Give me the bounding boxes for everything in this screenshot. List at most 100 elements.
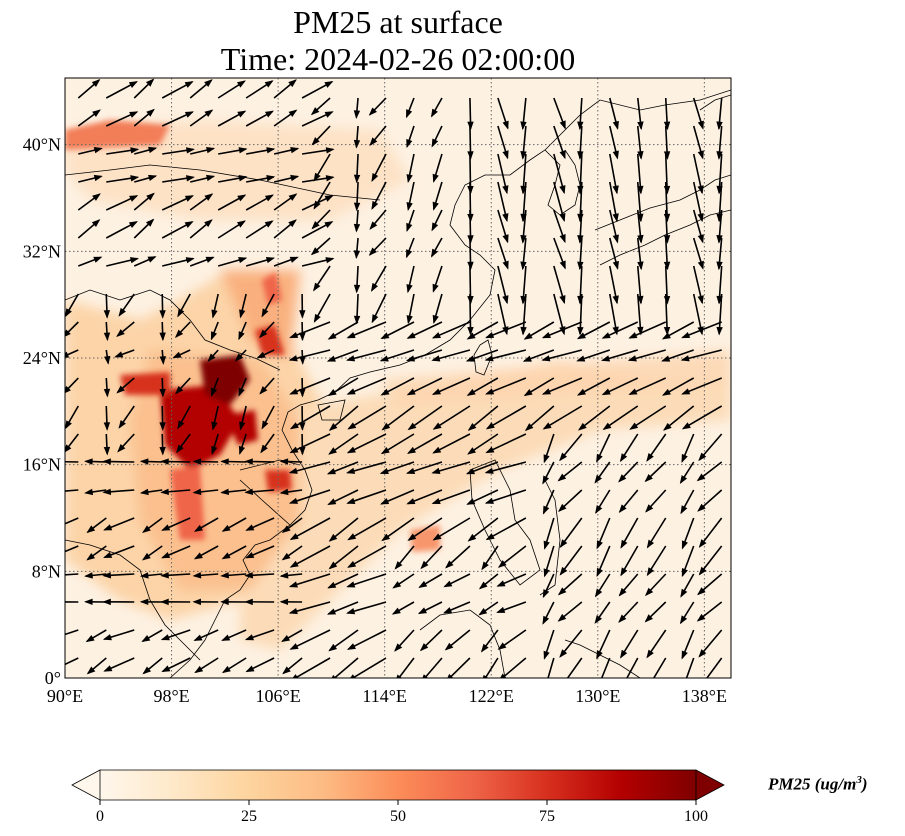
wind-arrow-shaft (547, 657, 555, 678)
wind-arrow-head (502, 150, 509, 160)
wind-arrow-head (86, 552, 96, 561)
wind-arrow-head (160, 598, 169, 606)
wind-arrow-head (406, 498, 416, 505)
wind-arrow-head (313, 172, 321, 182)
wind-arrow-head (369, 137, 378, 147)
wind-arrow-head (49, 634, 58, 640)
wind-arrow-head (102, 458, 111, 465)
wind-arrow-head (371, 314, 379, 324)
wind-arrow-head (159, 356, 166, 365)
lon-tick-label: 98°E (153, 686, 189, 706)
wind-arrow-head (239, 309, 246, 319)
wind-arrow-head (431, 138, 439, 148)
wind-arrow-head (716, 234, 723, 244)
wind-arrow-head (663, 213, 671, 223)
wind-arrow-head (266, 175, 276, 182)
wind-arrow-head (346, 497, 356, 504)
wind-arrow-head (93, 174, 103, 182)
wind-arrow-head (541, 332, 551, 339)
wind-arrow-head (292, 674, 298, 678)
wind-arrow-head (431, 388, 441, 395)
wind-arrow-head (265, 256, 275, 264)
wind-arrow-head (716, 213, 723, 223)
wind-arrow-head (484, 497, 494, 504)
wind-arrow-head (103, 446, 111, 456)
wind-arrow-head (406, 222, 413, 232)
wind-arrow-head (661, 388, 671, 396)
wind-arrow-head (288, 193, 298, 201)
wind-arrow-head (86, 666, 96, 675)
wind-arrow-head (467, 213, 474, 223)
wind-arrow-shaft (566, 657, 583, 678)
wind-arrow-head (141, 635, 151, 643)
wind-arrow-shaft (486, 433, 527, 454)
wind-arrow-head (601, 332, 611, 339)
wind-arrow-head (129, 111, 139, 118)
wind-arrow-head (646, 567, 654, 577)
wind-arrow-head (480, 643, 489, 653)
wind-arrow-head (353, 139, 361, 149)
wind-arrow-head (237, 110, 247, 118)
wind-arrow-head (102, 598, 111, 606)
wind-arrow-head (379, 355, 389, 362)
wind-arrow-head (49, 524, 58, 530)
wind-arrow-head (331, 674, 336, 678)
wind-arrow-head (543, 540, 550, 550)
wind-arrow-head (264, 110, 274, 118)
lon-tick-label: 90°E (47, 686, 83, 706)
wind-arrow-head (576, 388, 586, 396)
wind-arrow-head (481, 561, 489, 571)
wind-arrow-head (577, 213, 584, 223)
wind-arrow-shaft (290, 433, 331, 454)
wind-arrow-head (612, 295, 619, 305)
wind-arrow-head (238, 147, 248, 154)
wind-arrow-head (485, 388, 495, 395)
wind-arrow-head (260, 444, 268, 454)
wind-arrow-head (91, 79, 101, 87)
wind-arrow-head (324, 195, 334, 202)
wind-arrow-head (103, 665, 113, 672)
wind-arrow-head (663, 295, 671, 305)
wind-arrow-head (193, 524, 203, 532)
wind-arrow-head (104, 355, 111, 365)
wind-arrow-head (663, 261, 671, 271)
wind-arrow-head (681, 650, 688, 660)
wind-arrow-head (484, 355, 494, 362)
wind-arrow-head (466, 388, 476, 396)
wind-arrow-shaft (65, 629, 79, 636)
wind-arrow-head (629, 422, 639, 430)
wind-arrow-head (716, 185, 723, 195)
lat-tick-label: 32°N (23, 241, 61, 261)
wind-arrow-head (288, 355, 298, 362)
wind-arrow-head (184, 195, 194, 202)
wind-arrow-head (184, 81, 194, 88)
wind-arrow-head (259, 329, 268, 339)
wind-arrow-head (520, 234, 527, 244)
wind-arrow-shaft (652, 657, 667, 678)
wind-arrow-head (313, 200, 321, 210)
wind-arrow-head (84, 598, 93, 606)
wind-arrow-shaft (626, 657, 639, 678)
wind-arrow-head (159, 332, 166, 342)
wind-arrow-head (612, 234, 619, 244)
wind-arrow-head (577, 261, 584, 271)
wind-arrow-head (663, 121, 671, 131)
wind-arrow-head (520, 295, 527, 305)
wind-arrow-head (205, 256, 215, 263)
wind-arrow-head (161, 524, 171, 531)
wind-arrow-head (290, 147, 300, 154)
wind-arrow-head (176, 444, 184, 454)
lat-tick-label: 24°N (23, 348, 61, 368)
wind-arrow-head (346, 355, 356, 362)
wind-arrow-head (172, 351, 182, 359)
wind-arrow-head (628, 388, 638, 395)
wind-arrow-head (577, 121, 584, 131)
wind-arrow-head (698, 566, 707, 576)
wind-arrow-head (646, 649, 654, 659)
wind-arrow-head (347, 560, 357, 568)
wind-arrow-shaft (65, 489, 79, 492)
wind-arrow-head (467, 151, 474, 160)
wind-arrow-head (407, 422, 417, 431)
wind-arrow-head (221, 634, 231, 641)
latitude-ticks: 0° 8°N 16°N 24°N 32°N 40°N (23, 135, 61, 688)
